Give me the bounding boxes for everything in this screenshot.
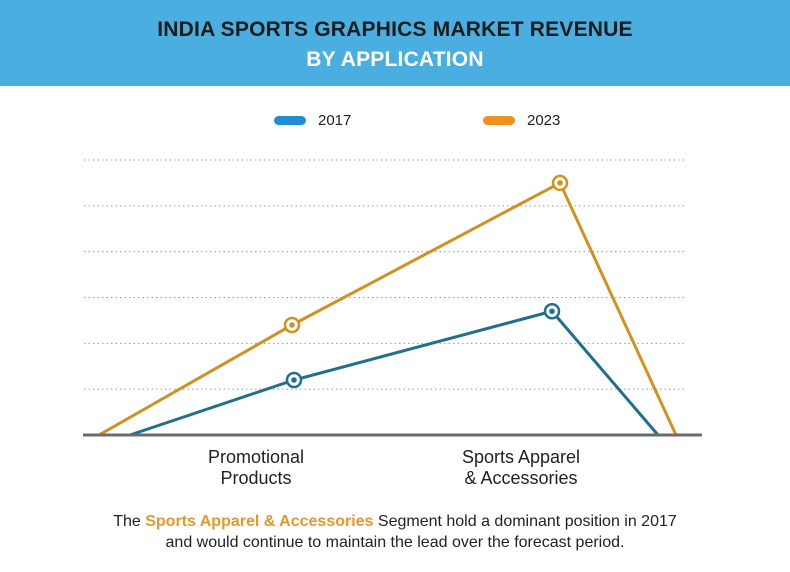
- legend-swatch-2023: [483, 115, 515, 125]
- footer-highlight: Sports Apparel & Accessories: [145, 513, 374, 530]
- series-line-2023: [98, 180, 678, 437]
- legend-swatch-2017: [274, 115, 306, 125]
- data-point-center: [291, 377, 297, 383]
- series-line-2017: [129, 309, 660, 437]
- category-label-line: Sports Apparel: [461, 447, 581, 467]
- chart-title-line2: BY APPLICATION: [306, 48, 484, 71]
- footer-line2: and would continue to maintain the lead …: [165, 534, 625, 551]
- category-label-promotional-products: Promotional Products: [156, 447, 356, 489]
- category-label-sports-apparel: Sports Apparel & Accessories: [421, 447, 621, 489]
- legend-label-2017: 2017: [318, 111, 352, 129]
- chart-title-line1: INDIA SPORTS GRAPHICS MARKET REVENUE: [157, 18, 633, 41]
- category-label-line: Products: [220, 468, 292, 488]
- footer-suffix: Segment hold a dominant position in 2017: [373, 513, 677, 530]
- footer-prefix: The: [113, 513, 146, 530]
- legend: 2017 2023: [0, 108, 790, 132]
- category-label-line: & Accessories: [464, 468, 578, 488]
- title-banner: INDIA SPORTS GRAPHICS MARKET REVENUE BY …: [0, 0, 790, 86]
- data-point-center: [557, 180, 563, 186]
- footer-note: The Sports Apparel & Accessories Segment…: [0, 511, 790, 553]
- category-label-line: Promotional: [207, 447, 305, 467]
- legend-item-2023: 2023: [483, 108, 560, 132]
- legend-item-2017: 2017: [274, 108, 351, 132]
- legend-label-2023: 2023: [527, 111, 561, 129]
- footer-line1: The Sports Apparel & Accessories Segment…: [0, 511, 790, 532]
- data-point-center: [289, 322, 295, 328]
- data-point-center: [549, 308, 555, 315]
